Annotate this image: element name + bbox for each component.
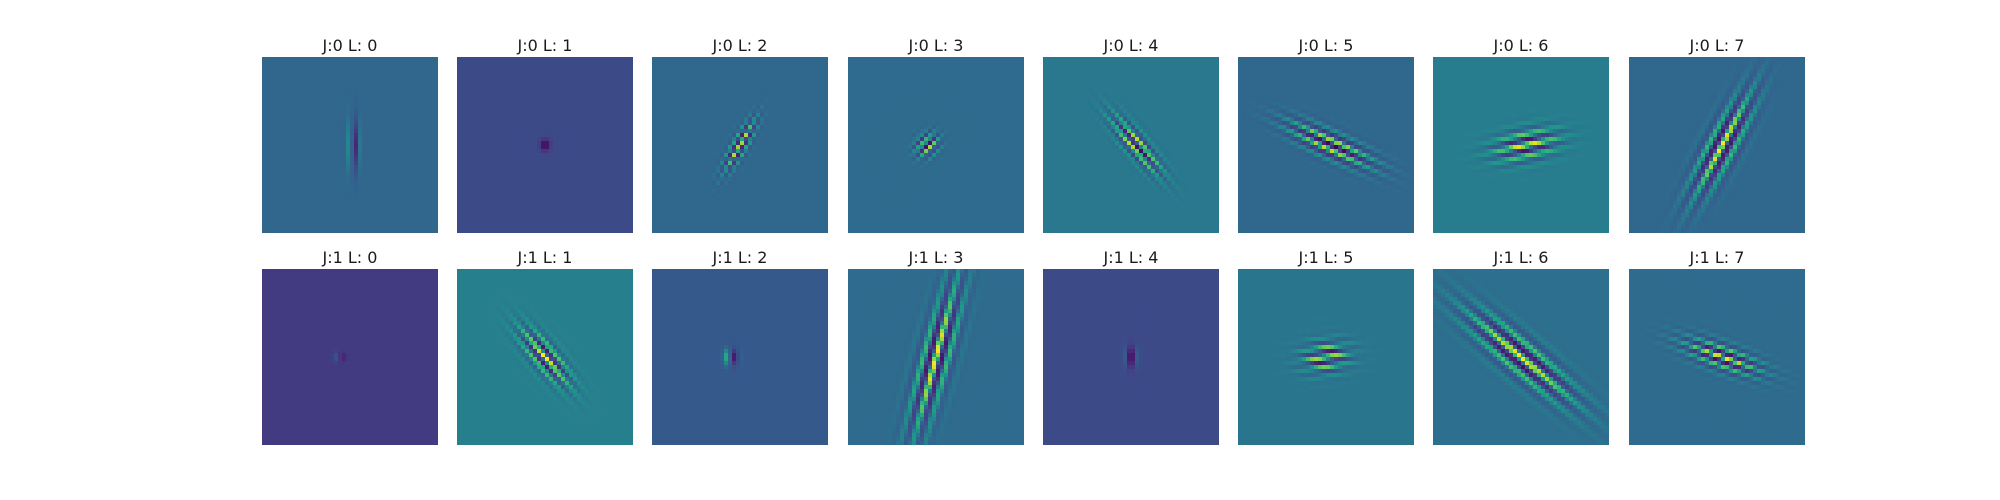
filter-image (1629, 57, 1805, 233)
filter-panel: J:0 L: 4 (1043, 35, 1219, 233)
filter-image (457, 57, 633, 233)
panel-title: J:0 L: 6 (1493, 36, 1549, 55)
panel-title: J:1 L: 7 (1689, 248, 1745, 267)
filter-panel: J:1 L: 4 (1043, 247, 1219, 445)
panel-title: J:1 L: 3 (908, 248, 964, 267)
filter-image (1433, 57, 1609, 233)
panel-title: J:1 L: 6 (1493, 248, 1549, 267)
panel-title: J:1 L: 4 (1103, 248, 1159, 267)
filter-panel: J:1 L: 5 (1238, 247, 1414, 445)
filter-panel: J:0 L: 3 (848, 35, 1024, 233)
filter-panel: J:0 L: 5 (1238, 35, 1414, 233)
panel-title: J:0 L: 7 (1689, 36, 1745, 55)
filter-image (262, 57, 438, 233)
filter-panel: J:0 L: 6 (1433, 35, 1609, 233)
filter-image (457, 269, 633, 445)
filter-image (1629, 269, 1805, 445)
filter-panel: J:0 L: 2 (652, 35, 828, 233)
filter-panel: J:1 L: 3 (848, 247, 1024, 445)
filter-image (1043, 269, 1219, 445)
filter-image (848, 269, 1024, 445)
panel-title: J:0 L: 3 (908, 36, 964, 55)
filter-image (1433, 269, 1609, 445)
filter-panel: J:1 L: 7 (1629, 247, 1805, 445)
filter-panel: J:1 L: 2 (652, 247, 828, 445)
filter-image (652, 57, 828, 233)
filter-panel: J:0 L: 0 (262, 35, 438, 233)
panel-title: J:1 L: 5 (1298, 248, 1354, 267)
panel-title: J:0 L: 5 (1298, 36, 1354, 55)
filter-image (262, 269, 438, 445)
filter-image (1238, 57, 1414, 233)
panel-title: J:1 L: 2 (712, 248, 768, 267)
filter-panel: J:1 L: 6 (1433, 247, 1609, 445)
filter-panel: J:1 L: 0 (262, 247, 438, 445)
panel-title: J:1 L: 1 (517, 248, 573, 267)
filter-panel: J:1 L: 1 (457, 247, 633, 445)
panel-title: J:0 L: 2 (712, 36, 768, 55)
panel-title: J:0 L: 1 (517, 36, 573, 55)
filter-panel: J:0 L: 1 (457, 35, 633, 233)
filter-image (1238, 269, 1414, 445)
panel-title: J:0 L: 4 (1103, 36, 1159, 55)
filter-image (652, 269, 828, 445)
filter-image (1043, 57, 1219, 233)
filter-image (848, 57, 1024, 233)
panel-title: J:0 L: 0 (322, 36, 378, 55)
filter-panel: J:0 L: 7 (1629, 35, 1805, 233)
panel-title: J:1 L: 0 (322, 248, 378, 267)
